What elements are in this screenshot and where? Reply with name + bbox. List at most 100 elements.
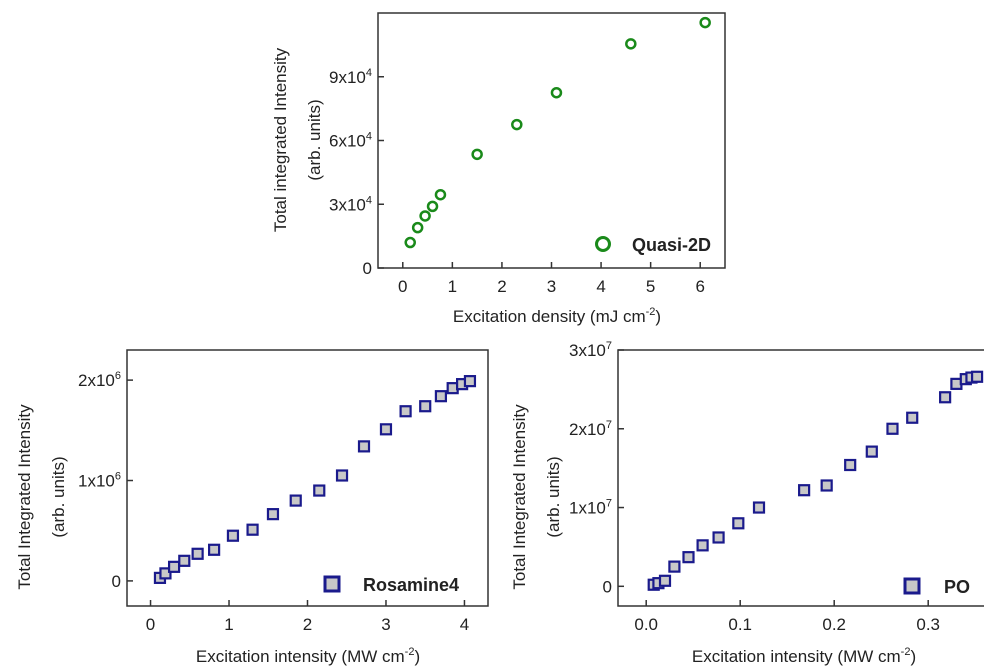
quasi2d-xtick-labels: 0 1 2 3 4 5 6 <box>398 277 705 296</box>
po-ylabel-line2: (arb. units) <box>544 456 563 537</box>
rosamine4-ylabel-line1: Total Integrated Intensity <box>15 404 34 590</box>
po-legend-marker <box>903 577 921 595</box>
rosamine4-data-point <box>159 567 172 580</box>
quasi2d-data-point <box>550 86 563 99</box>
rosamine4-data-point <box>335 469 349 482</box>
quasi2d-ylabel-line1: Total integrated Intensity <box>271 47 290 232</box>
quasi2d-ytick-label: 3x104 <box>329 194 372 214</box>
rosamine4-data-points <box>153 375 477 584</box>
quasi2d-xtick-label: 5 <box>646 277 655 296</box>
rosamine4-xtick-labels: 0 1 2 3 4 <box>146 615 469 634</box>
rosamine4-ytick-label: 1x106 <box>78 471 121 491</box>
po-ytick-label: 1x107 <box>569 498 612 518</box>
rosamine4-data-point <box>379 423 393 436</box>
quasi2d-ticks <box>378 76 701 269</box>
po-data-point <box>798 484 811 497</box>
rosamine4-xtick-label: 4 <box>460 615 469 634</box>
po-ytick-label: 3x107 <box>569 340 612 360</box>
quasi2d-xtick-label: 0 <box>398 277 407 296</box>
po-ylabel-line1: Total Integrated Intensity <box>510 404 529 590</box>
po-xtick-label: 0.0 <box>634 615 658 634</box>
quasi2d-ytick-labels: 0 3x104 6x104 9x104 <box>329 67 372 278</box>
po-legend: PO <box>903 577 970 597</box>
rosamine4-data-point <box>178 554 191 567</box>
rosamine4-data-point <box>419 400 432 413</box>
po-data-point <box>696 539 709 552</box>
quasi2d-plot-frame <box>377 12 726 269</box>
quasi2d-xtick-label: 2 <box>497 277 506 296</box>
quasi2d-panel: Total integrated Intensity (arb. units) … <box>271 12 726 326</box>
po-ytick-label: 2x107 <box>569 419 612 439</box>
po-data-point <box>712 531 725 544</box>
rosamine4-data-point <box>167 560 181 573</box>
rosamine4-ticks <box>127 379 466 606</box>
rosamine4-data-point <box>313 484 326 497</box>
quasi2d-legend-marker <box>595 236 611 252</box>
po-xtick-label: 0.1 <box>728 615 752 634</box>
rosamine4-data-point <box>226 529 240 542</box>
quasi2d-xlabel: Excitation density (mJ cm-2) <box>453 306 661 326</box>
rosamine4-plot-frame <box>126 349 489 607</box>
quasi2d-data-point <box>426 200 439 213</box>
rosamine4-xtick-label: 0 <box>146 615 155 634</box>
po-xlabel: Excitation intensity (MW cm-2) <box>692 646 916 666</box>
quasi2d-xtick-label: 4 <box>596 277 605 296</box>
rosamine4-data-point <box>357 440 371 453</box>
quasi2d-data-point <box>411 221 424 234</box>
po-data-point <box>820 479 833 492</box>
rosamine4-data-point <box>434 390 448 403</box>
rosamine4-ytick-labels: 0 1x106 2x106 <box>78 370 121 591</box>
rosamine4-xtick-label: 1 <box>224 615 233 634</box>
po-data-point <box>886 422 899 435</box>
quasi2d-xtick-label: 1 <box>448 277 457 296</box>
rosamine4-ylabel-line2: (arb. units) <box>49 456 68 537</box>
rosamine4-legend-label: Rosamine4 <box>363 575 459 595</box>
po-data-point <box>752 501 766 514</box>
po-data-point <box>844 458 857 472</box>
quasi2d-ylabel-line2: (arb. units) <box>305 99 324 180</box>
quasi2d-data-point <box>699 16 711 29</box>
po-data-point <box>865 445 878 458</box>
quasi2d-data-point <box>625 38 637 50</box>
rosamine4-data-point <box>191 547 204 560</box>
rosamine4-ytick-label: 2x106 <box>78 370 121 390</box>
rosamine4-xtick-label: 2 <box>303 615 312 634</box>
po-xtick-labels: 0.0 0.1 0.2 0.3 <box>634 615 940 634</box>
po-data-point <box>682 551 695 564</box>
po-plot-frame <box>617 349 984 607</box>
po-ytick-labels: 0 1x107 2x107 3x107 <box>569 340 612 596</box>
rosamine4-legend-marker <box>323 575 341 593</box>
po-data-points <box>647 370 984 591</box>
po-xtick-label: 0.2 <box>822 615 846 634</box>
po-data-point <box>906 411 919 424</box>
rosamine4-data-point <box>208 543 221 556</box>
quasi2d-data-point <box>404 236 416 249</box>
quasi2d-xtick-label: 6 <box>695 277 704 296</box>
rosamine4-data-point <box>266 508 280 521</box>
rosamine4-data-point <box>246 523 259 536</box>
rosamine4-data-point <box>399 405 412 418</box>
po-ticks <box>618 349 929 606</box>
rosamine4-data-point <box>289 494 302 507</box>
quasi2d-xtick-label: 3 <box>547 277 556 296</box>
rosamine4-panel: Total Integrated Intensity (arb. units) … <box>15 349 489 666</box>
rosamine4-legend: Rosamine4 <box>323 575 459 595</box>
po-data-point <box>939 391 952 404</box>
po-data-point <box>668 560 681 573</box>
rosamine4-data-point <box>463 375 477 388</box>
quasi2d-ytick-label: 9x104 <box>329 67 372 87</box>
rosamine4-ytick-label: 0 <box>112 572 121 591</box>
quasi2d-data-points <box>404 16 711 249</box>
po-ytick-label: 0 <box>603 577 612 596</box>
quasi2d-legend: Quasi-2D <box>595 235 711 255</box>
quasi2d-data-point <box>434 188 447 201</box>
po-panel: Total Integrated Intensity (arb. units) … <box>510 340 984 666</box>
rosamine4-xlabel: Excitation intensity (MW cm-2) <box>196 646 420 666</box>
po-legend-label: PO <box>944 577 970 597</box>
po-data-point <box>658 574 672 587</box>
quasi2d-legend-label: Quasi-2D <box>632 235 711 255</box>
po-data-point <box>970 370 984 383</box>
rosamine4-xtick-label: 3 <box>381 615 390 634</box>
po-data-point <box>732 517 745 530</box>
